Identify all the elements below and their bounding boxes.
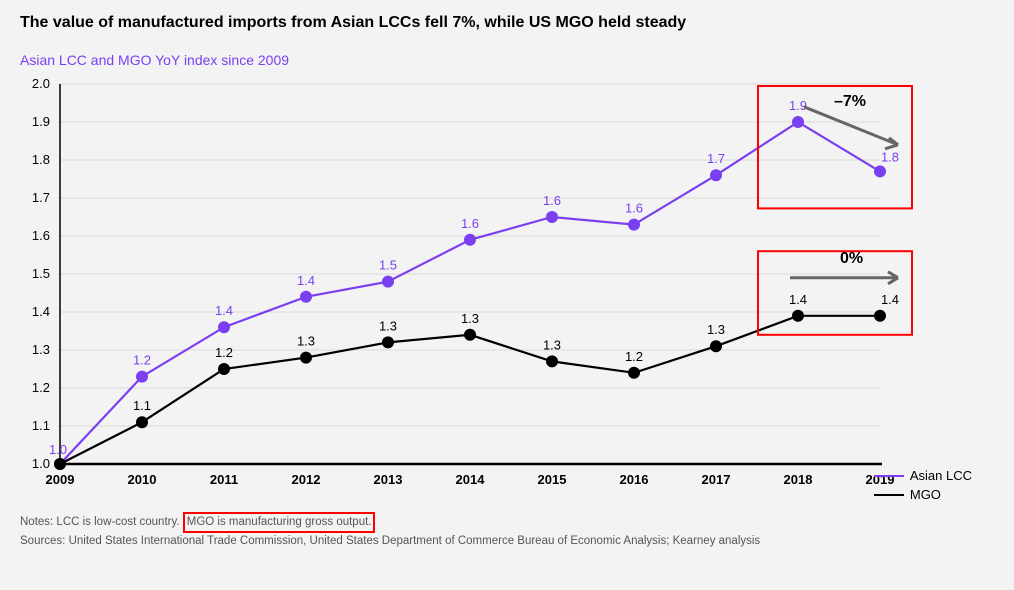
svg-text:2011: 2011 bbox=[210, 472, 238, 487]
chart-container: The value of manufactured imports from A… bbox=[0, 0, 1014, 590]
svg-text:1.9: 1.9 bbox=[789, 98, 807, 113]
svg-text:1.6: 1.6 bbox=[625, 201, 643, 216]
legend: Asian LCC MGO bbox=[874, 468, 972, 506]
chart-area: 1.0 1.1 1.2 1.3 1.4 1.5 1.6 1.7 1.8 1.9 2.0 2009 201… bbox=[20, 76, 994, 506]
svg-text:1.3: 1.3 bbox=[32, 342, 50, 357]
svg-text:1.4: 1.4 bbox=[32, 304, 50, 319]
legend-swatch-mgo bbox=[874, 494, 904, 496]
svg-text:1.8: 1.8 bbox=[881, 149, 899, 164]
svg-text:2015: 2015 bbox=[538, 472, 567, 487]
svg-text:1.6: 1.6 bbox=[461, 216, 479, 231]
svg-text:1.0: 1.0 bbox=[32, 456, 50, 471]
svg-text:1.4: 1.4 bbox=[789, 292, 807, 307]
svg-text:2014: 2014 bbox=[456, 472, 486, 487]
svg-text:1.8: 1.8 bbox=[32, 152, 50, 167]
legend-label-asian-lcc: Asian LCC bbox=[910, 468, 972, 483]
legend-label-mgo: MGO bbox=[910, 487, 941, 502]
svg-text:1.3: 1.3 bbox=[461, 311, 479, 326]
svg-text:2013: 2013 bbox=[374, 472, 403, 487]
svg-text:1.2: 1.2 bbox=[625, 349, 643, 364]
notes-mgo: MGO is manufacturing gross output. bbox=[187, 516, 372, 528]
svg-text:1.3: 1.3 bbox=[379, 318, 397, 333]
notes-sources: Sources: United States International Tra… bbox=[20, 535, 760, 547]
svg-text:1.1: 1.1 bbox=[32, 418, 50, 433]
svg-text:1.2: 1.2 bbox=[32, 380, 50, 395]
svg-text:1.6: 1.6 bbox=[32, 228, 50, 243]
chart-subtitle: Asian LCC and MGO YoY index since 2009 bbox=[20, 52, 994, 68]
svg-text:0%: 0% bbox=[840, 250, 863, 267]
svg-text:2012: 2012 bbox=[292, 472, 321, 487]
svg-text:1.9: 1.9 bbox=[32, 114, 50, 129]
svg-text:1.5: 1.5 bbox=[379, 258, 397, 273]
svg-text:1.3: 1.3 bbox=[297, 334, 315, 349]
svg-text:1.7: 1.7 bbox=[707, 151, 725, 166]
svg-text:1.4: 1.4 bbox=[881, 292, 899, 307]
svg-text:1.1: 1.1 bbox=[133, 398, 151, 413]
svg-text:1.4: 1.4 bbox=[297, 273, 315, 288]
chart-notes: Notes: LCC is low-cost country. MGO is m… bbox=[20, 512, 994, 551]
svg-text:1.6: 1.6 bbox=[543, 193, 561, 208]
svg-text:1.2: 1.2 bbox=[133, 353, 151, 368]
svg-text:1.3: 1.3 bbox=[707, 322, 725, 337]
svg-text:1.7: 1.7 bbox=[32, 190, 50, 205]
svg-text:1.5: 1.5 bbox=[32, 266, 50, 281]
legend-swatch-asian-lcc bbox=[874, 475, 904, 477]
svg-text:–7%: –7% bbox=[834, 93, 866, 110]
svg-text:2.0: 2.0 bbox=[32, 76, 50, 91]
svg-text:2009: 2009 bbox=[46, 472, 75, 487]
legend-item-asian-lcc: Asian LCC bbox=[874, 468, 972, 483]
legend-item-mgo: MGO bbox=[874, 487, 972, 502]
svg-text:2017: 2017 bbox=[702, 472, 731, 487]
svg-text:2018: 2018 bbox=[784, 472, 813, 487]
svg-text:1.4: 1.4 bbox=[215, 303, 233, 318]
svg-text:1.3: 1.3 bbox=[543, 337, 561, 352]
svg-text:1.2: 1.2 bbox=[215, 345, 233, 360]
chart-title: The value of manufactured imports from A… bbox=[20, 14, 994, 32]
line-chart-svg: 1.0 1.1 1.2 1.3 1.4 1.5 1.6 1.7 1.8 1.9 2.0 2009 201… bbox=[20, 76, 994, 516]
svg-text:2016: 2016 bbox=[620, 472, 649, 487]
svg-text:1.0: 1.0 bbox=[49, 442, 67, 457]
svg-text:2010: 2010 bbox=[128, 472, 157, 487]
notes-lcc: Notes: LCC is low-cost country. bbox=[20, 516, 180, 528]
